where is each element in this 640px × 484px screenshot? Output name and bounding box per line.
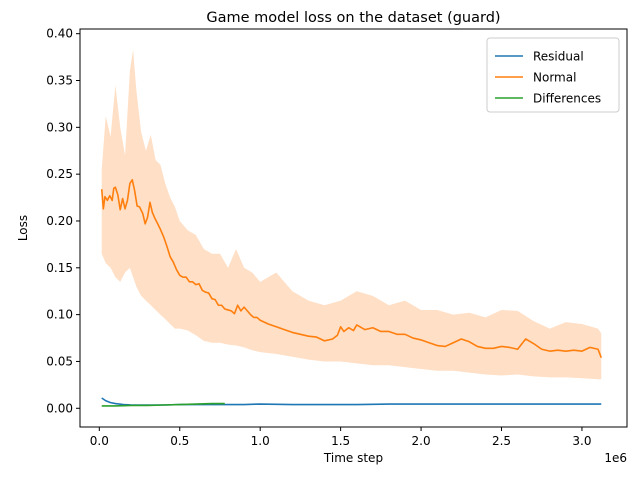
x-tick-label: 0.0	[90, 434, 109, 448]
y-tick-label: 0.25	[46, 167, 73, 181]
legend-label-residual: Residual	[533, 50, 584, 64]
plot-area: 0.0 0.5 1.0 1.5 2.0 2.5 3.0 0.000.050.100.150.…	[46, 27, 628, 448]
x-axis-offset-label: 1e6	[604, 451, 627, 465]
y-tick-label: 0.10	[46, 308, 73, 322]
y-tick-label: 0.35	[46, 74, 73, 88]
x-tick-label: 1.0	[251, 434, 270, 448]
residual-series-line	[101, 397, 602, 406]
y-axis-ticks: 0.00 0.05 0.10 0.15 0.20 0.25 0.30 0.35 0.40	[46, 27, 80, 415]
y-axis-label: Loss	[16, 215, 30, 241]
x-tick-label: 0.5	[170, 434, 189, 448]
legend-items: Residual Normal Differences	[495, 50, 601, 106]
x-tick-label: 3.0	[572, 434, 591, 448]
x-tick-label: 1.5	[331, 434, 350, 448]
normal-confidence-band	[101, 49, 602, 380]
legend-label-differences: Differences	[533, 92, 601, 106]
series-layer	[100, 178, 603, 407]
legend: Residual Normal Differences	[486, 37, 620, 113]
chart-title: Game model loss on the dataset (guard)	[206, 10, 500, 26]
differences-series-line	[101, 402, 225, 407]
y-tick-label: 0.20	[46, 214, 73, 228]
confidence-band-layer	[101, 49, 602, 380]
y-tick-label: 0.05	[46, 354, 73, 368]
x-axis-ticks: 0.0 0.5 1.0 1.5 2.0 2.5 3.0	[90, 427, 591, 448]
normal-series-line	[100, 178, 603, 358]
x-tick-label: 2.5	[492, 434, 511, 448]
axes-frame	[79, 28, 628, 428]
y-tick-label: 0.30	[46, 120, 73, 134]
legend-label-normal: Normal	[533, 71, 576, 85]
x-axis-label: Time step	[323, 451, 383, 465]
y-tick-label: 0.00	[46, 401, 73, 415]
x-tick-label: 2.0	[412, 434, 431, 448]
y-tick-label: 0.15	[46, 261, 73, 275]
y-tick-label: 0.40	[46, 27, 73, 41]
